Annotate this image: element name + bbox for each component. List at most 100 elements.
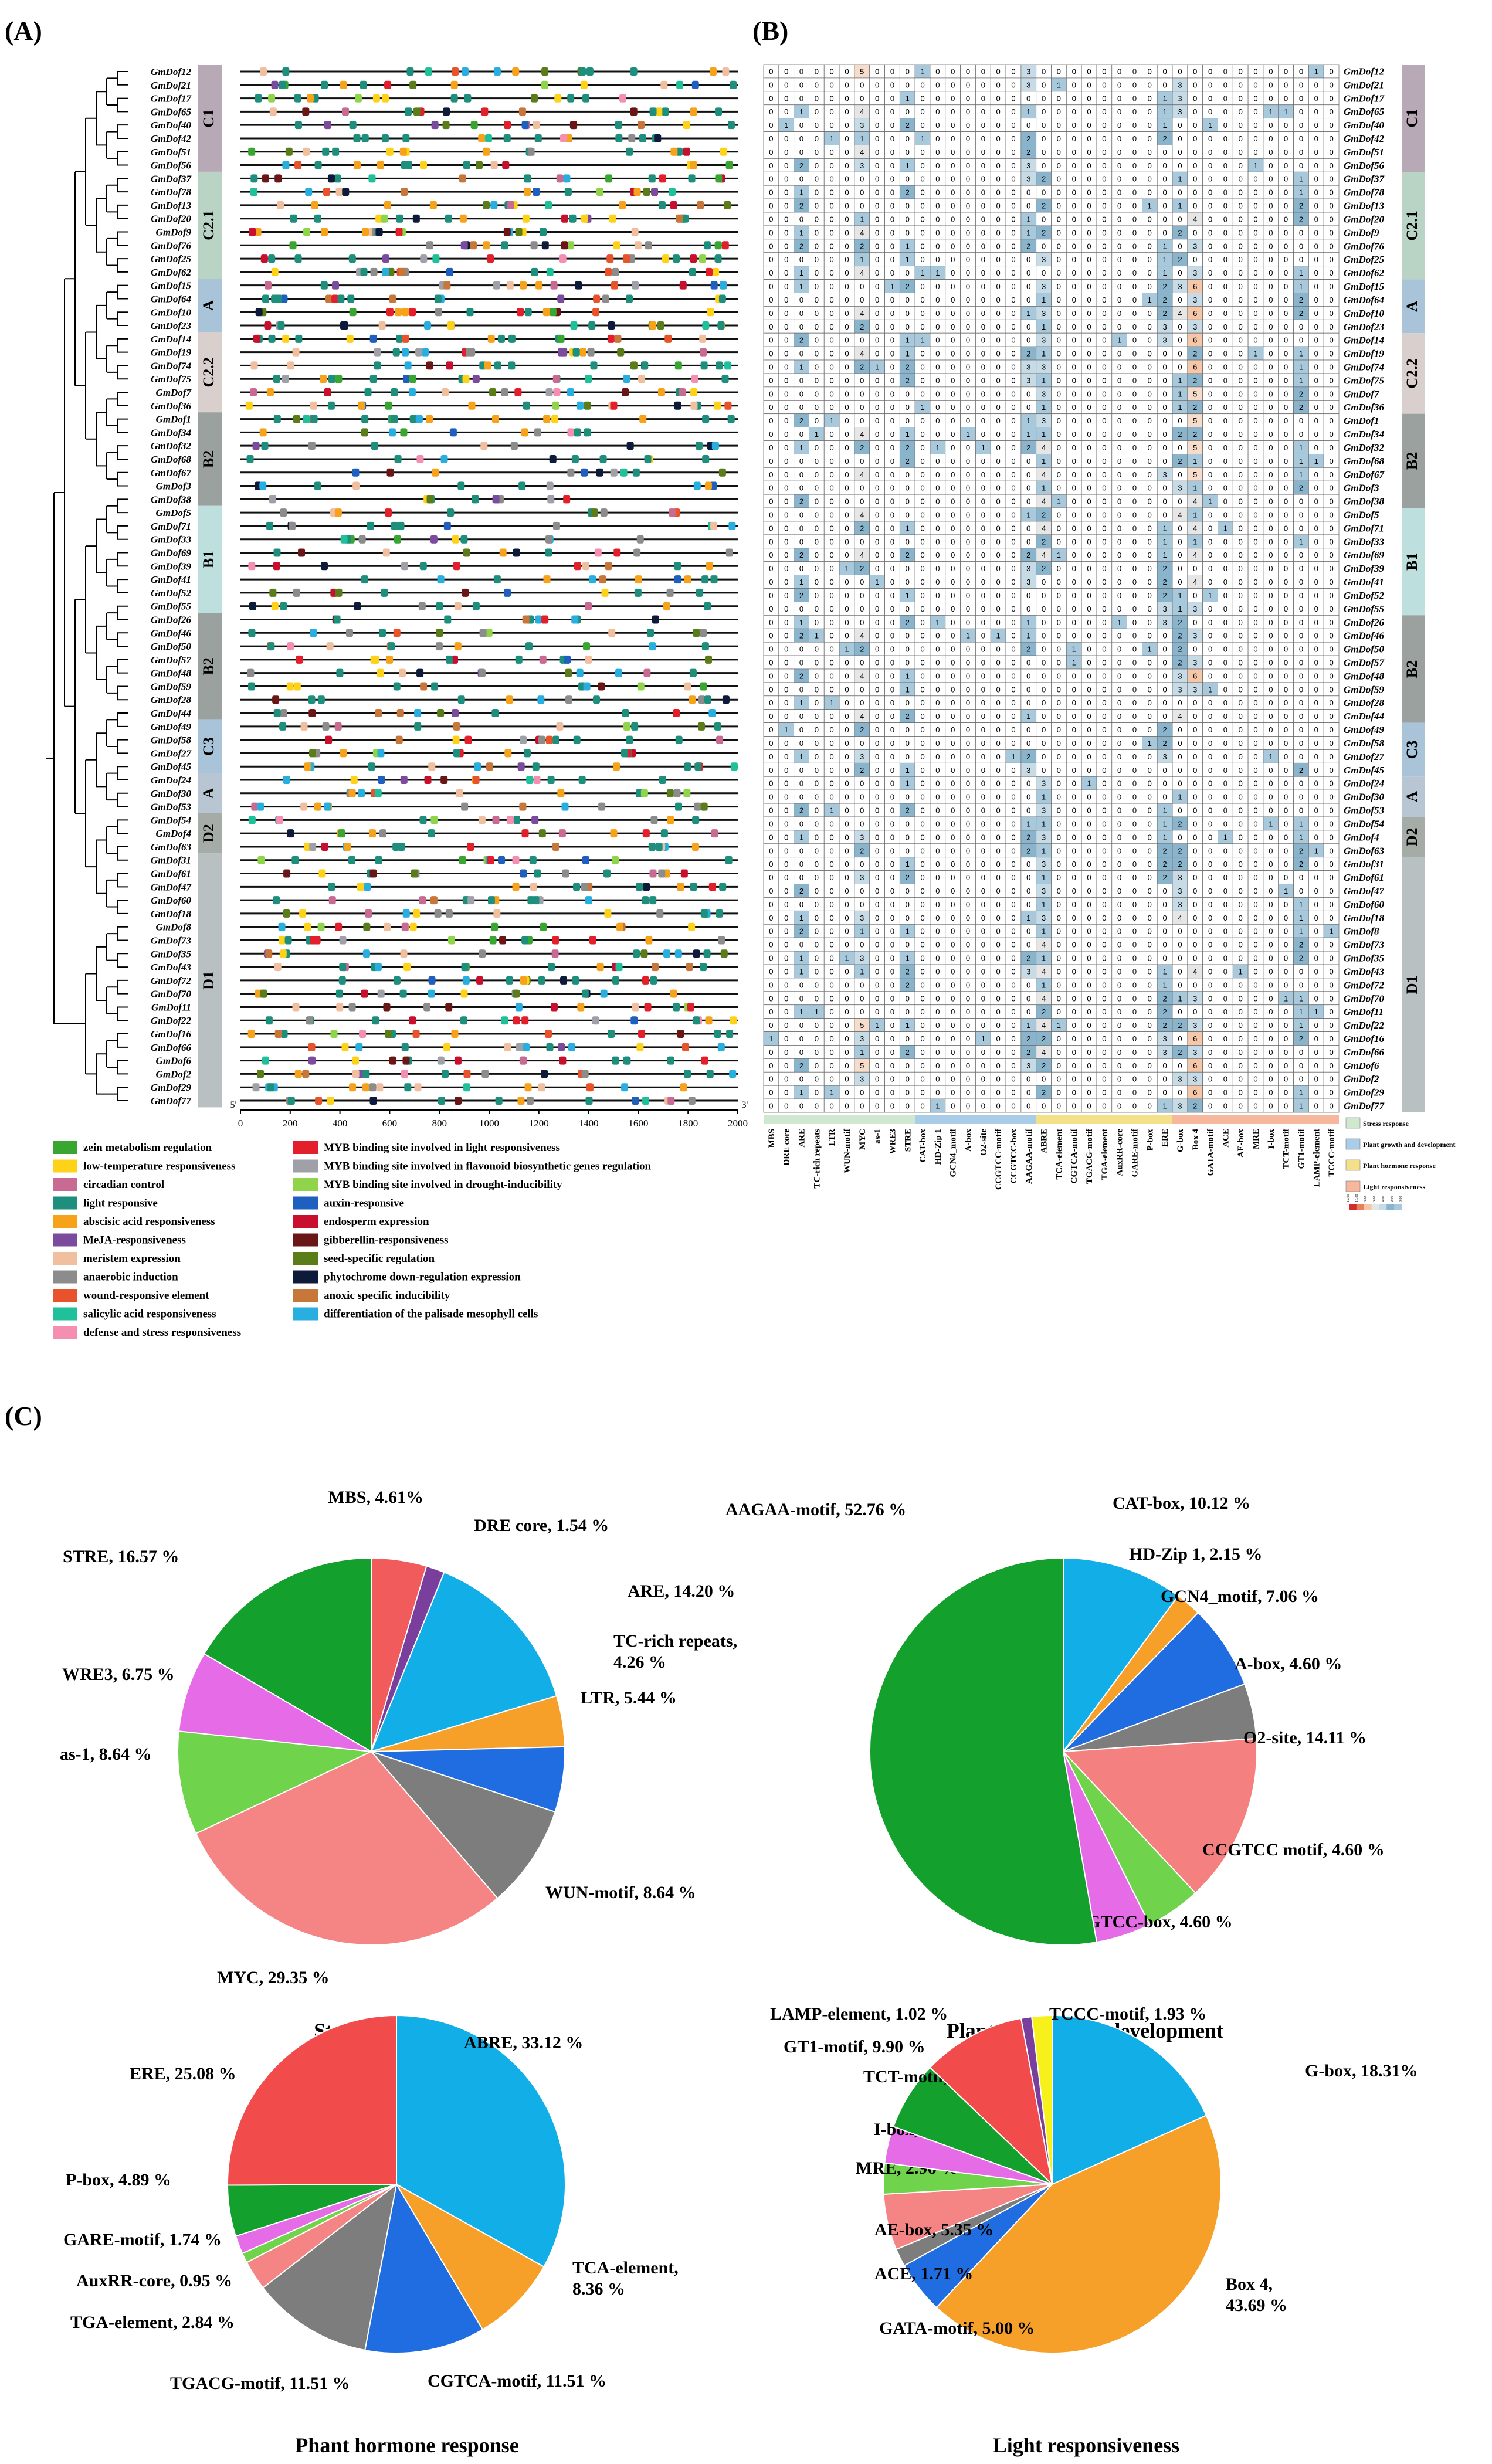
heatmap-cell-value: 4 — [1042, 524, 1046, 532]
heatmap-cell-value: 0 — [1057, 443, 1061, 452]
heatmap-cell-value: 0 — [1132, 336, 1137, 345]
heatmap-cell-value: 0 — [845, 457, 849, 466]
heatmap-cell-value: 0 — [906, 632, 910, 640]
cis-element-marker — [623, 722, 631, 731]
heatmap-cell-value: 0 — [1087, 403, 1091, 412]
cis-element-marker — [559, 254, 567, 263]
heatmap-cell-value: 1 — [1026, 430, 1030, 439]
heatmap-cell-value: 0 — [830, 618, 834, 627]
cis-element-marker — [347, 294, 355, 303]
heatmap-cell-value: 0 — [784, 389, 788, 398]
heatmap-cell-value: 1 — [935, 269, 940, 277]
heatmap-cell-value: 0 — [875, 497, 879, 506]
heatmap-cell-value: 0 — [1117, 349, 1121, 358]
heatmap-cell-value: 0 — [1011, 403, 1015, 412]
heatmap-cell-value: 0 — [1329, 94, 1333, 103]
heatmap-cell-value: 0 — [1057, 578, 1061, 586]
heatmap-cell-value: 0 — [875, 202, 879, 211]
heatmap-cell-value: 0 — [830, 362, 834, 371]
cis-element-marker — [633, 188, 641, 196]
cis-element-marker — [642, 896, 649, 905]
heatmap-cell-value: 0 — [981, 269, 985, 277]
cis-element-marker — [693, 949, 700, 958]
heatmap-cell-value: 0 — [1132, 484, 1137, 493]
heatmap-cell-value: 0 — [1011, 389, 1015, 398]
cis-element-marker — [553, 388, 561, 397]
heatmap-cell-value: 0 — [1132, 537, 1137, 546]
cis-element-marker — [317, 695, 325, 704]
heatmap-cell-value: 0 — [769, 67, 773, 76]
heatmap-cell-value: 0 — [1163, 202, 1167, 211]
gene-label: GmDof48 — [151, 668, 191, 679]
heatmap-cell-value: 0 — [799, 215, 803, 223]
heatmap-cell-value: 0 — [906, 228, 910, 237]
heatmap-cell-value: 0 — [1299, 618, 1303, 627]
heatmap-cell-value: 2 — [1163, 591, 1167, 600]
heatmap-cell-value: 0 — [920, 282, 924, 291]
heatmap-cell-value: 0 — [1284, 618, 1288, 627]
heatmap-cell-value: 1 — [920, 403, 924, 412]
heatmap-cell-value: 0 — [1299, 551, 1303, 559]
gene-label: GmDof50 — [151, 641, 191, 652]
cis-element-marker — [287, 1097, 295, 1105]
heatmap-cell-value: 0 — [799, 524, 803, 532]
cis-element-marker — [449, 428, 457, 437]
group-label: D2 — [200, 824, 217, 843]
heatmap-cell-value: 0 — [1193, 134, 1197, 143]
cis-element-marker — [350, 775, 358, 784]
cis-element-marker — [453, 749, 460, 758]
cis-element-marker — [650, 976, 657, 985]
heatmap-cell-value: 0 — [1163, 645, 1167, 654]
heatmap-cell-value: 0 — [1026, 497, 1030, 506]
heatmap-cell-value: 0 — [890, 510, 894, 519]
cis-element-marker — [332, 147, 340, 156]
cis-element-marker — [481, 1070, 489, 1078]
gene-label: GmDof76 — [151, 240, 191, 251]
heatmap-cell-value: 0 — [875, 376, 879, 385]
heatmap-cell-value: 0 — [1042, 578, 1046, 586]
gene-label: GmDof2 — [156, 1068, 192, 1080]
heatmap-cell-value: 0 — [1314, 578, 1318, 586]
cis-element-marker — [414, 1083, 422, 1092]
cis-element-marker — [716, 909, 723, 918]
cis-element-marker — [572, 348, 580, 357]
heatmap-cell-value: 0 — [815, 67, 819, 76]
heatmap-cell-value: 0 — [906, 470, 910, 479]
heatmap-cell-value: 0 — [784, 161, 788, 170]
cis-element-marker — [289, 241, 297, 250]
heatmap-cell-value: 0 — [769, 215, 773, 223]
heatmap-cell-value: 0 — [1117, 67, 1121, 76]
cis-element-marker — [570, 121, 578, 130]
cis-element-marker — [534, 428, 541, 437]
heatmap-cell-value: 0 — [769, 121, 773, 130]
cis-element-marker — [589, 575, 596, 584]
cis-element-marker — [631, 722, 639, 731]
heatmap-cell-value: 0 — [1314, 323, 1318, 331]
cis-element-marker — [717, 321, 725, 330]
cis-element-marker — [403, 963, 411, 972]
cis-element-marker — [361, 575, 368, 584]
cis-element-marker — [257, 856, 265, 864]
cis-element-marker — [472, 375, 480, 383]
heatmap-cell-value: 0 — [1026, 188, 1030, 197]
gene-label: GmDof16 — [151, 1029, 191, 1040]
heatmap-cell-value: 0 — [1208, 134, 1212, 143]
group-label: B1 — [200, 551, 217, 568]
cis-element-marker — [352, 468, 360, 477]
cis-element-marker — [717, 1043, 725, 1051]
cis-element-marker — [690, 883, 697, 891]
heatmap-cell-value: 0 — [1057, 430, 1061, 439]
heatmap-cell-value: 2 — [860, 323, 864, 331]
cis-element-marker — [359, 1030, 367, 1038]
gene-label: GmDof47 — [151, 881, 192, 892]
cis-element-marker — [419, 816, 427, 824]
legend-a: zein metabolism regulationlow-temperatur… — [53, 1141, 652, 1339]
heatmap-cell-value: 0 — [1239, 121, 1243, 130]
cis-element-marker — [271, 267, 279, 276]
heatmap-cell-value: 0 — [875, 443, 879, 452]
heatmap-cell-value: 0 — [1314, 618, 1318, 627]
cis-element-marker — [334, 508, 342, 517]
cis-element-marker — [428, 989, 435, 998]
heatmap-cell-value: 0 — [1011, 228, 1015, 237]
heatmap-cell-value: 0 — [1269, 323, 1273, 331]
